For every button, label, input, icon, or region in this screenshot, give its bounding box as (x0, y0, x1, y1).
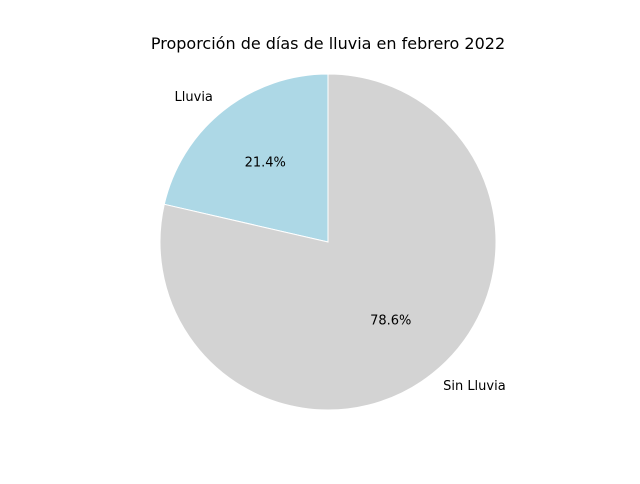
slice-percent-sin-lluvia: 78.6% (370, 313, 411, 328)
slice-label-sin-lluvia: Sin Lluvia (443, 379, 506, 394)
slice-percent-lluvia: 21.4% (245, 156, 286, 171)
pie-slice-lluvia (163, 73, 329, 243)
pie-slice-sin-lluvia (159, 73, 497, 411)
chart-title: Proporción de días de lluvia en febrero … (151, 34, 505, 53)
pie-slices (159, 73, 497, 411)
pie-labels: Lluvia 21.4% Sin Lluvia 78.6% (175, 90, 506, 394)
slice-label-lluvia: Lluvia (175, 90, 213, 105)
